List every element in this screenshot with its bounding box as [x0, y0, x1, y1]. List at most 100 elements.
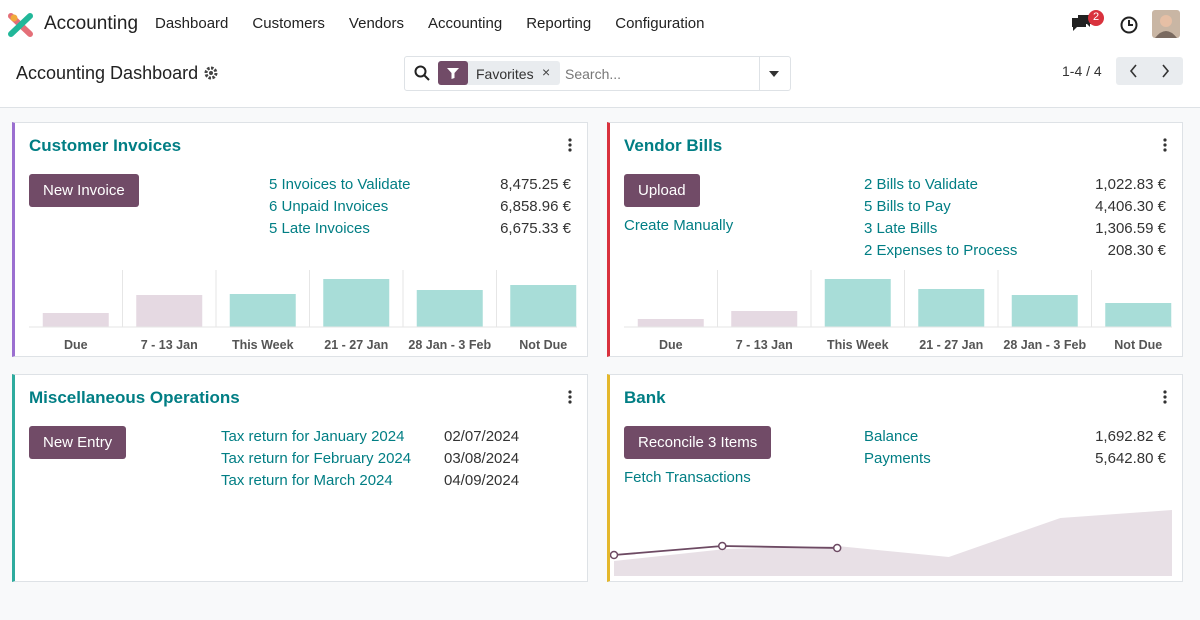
menu-item[interactable]: Vendors	[348, 15, 404, 32]
card-menu[interactable]	[1162, 390, 1168, 404]
journal-graph: Due 7 - 13 Jan This Week 21 - 27 Jan 28 Jan …	[29, 270, 577, 352]
stat-label[interactable]: Tax return for January 2024	[221, 428, 405, 445]
page-title: Accounting Dashboard	[16, 63, 199, 83]
search-icon	[414, 65, 430, 81]
stat-value: 1,306.59 €	[1095, 220, 1166, 237]
stat-label[interactable]: 2 Bills to Validate	[864, 176, 978, 193]
stat-label[interactable]: 5 Late Invoices	[269, 220, 370, 237]
bar	[42, 313, 109, 327]
stat-value: 6,675.33 €	[500, 220, 571, 237]
bar	[824, 279, 891, 327]
x-tick-label: 7 - 13 Jan	[141, 338, 198, 352]
line-point	[610, 550, 619, 560]
bar	[731, 311, 798, 327]
primary-button[interactable]: Reconcile 3 Items	[624, 426, 772, 459]
x-tick-label: Not Due	[1114, 338, 1162, 352]
dot	[1163, 395, 1167, 399]
notification-badge: 2	[1092, 11, 1100, 23]
stat-value: 1,022.83 €	[1095, 176, 1166, 193]
bar	[918, 289, 985, 327]
x-tick-label: This Week	[232, 338, 294, 352]
stat-value: 04/09/2024	[444, 472, 520, 489]
avatar[interactable]	[1152, 10, 1180, 38]
primary-button[interactable]: Upload	[624, 174, 700, 207]
stat-label[interactable]: 5 Invoices to Validate	[269, 176, 411, 193]
card-menu[interactable]	[1162, 138, 1168, 152]
x-tick-label: This Week	[827, 338, 889, 352]
x-tick-label: 7 - 13 Jan	[736, 338, 793, 352]
card-title[interactable]: Vendor Bills	[624, 136, 723, 155]
menu-item[interactable]: Configuration	[615, 15, 705, 32]
primary-button[interactable]: New Invoice	[29, 174, 139, 207]
dot	[568, 138, 572, 142]
dot	[568, 395, 572, 399]
stat-value: 4,406.30 €	[1095, 198, 1166, 215]
dot	[1163, 143, 1167, 147]
line-point	[832, 543, 842, 553]
card-title[interactable]: Miscellaneous Operations	[29, 388, 240, 407]
bar	[416, 290, 483, 327]
search-placeholder: Search...	[565, 66, 622, 82]
dot	[568, 143, 572, 147]
primary-button[interactable]: New Entry	[29, 426, 127, 459]
pager-buttons	[1116, 57, 1183, 85]
settings-icon[interactable]	[204, 66, 218, 80]
caret-icon	[769, 71, 779, 77]
stat-value: 03/08/2024	[444, 450, 520, 467]
stat-value: 5,642.80 €	[1095, 450, 1166, 467]
bar	[229, 294, 296, 327]
journal-graph	[610, 510, 1172, 576]
menu-item[interactable]: Customers	[252, 15, 325, 32]
secondary-link[interactable]: Create Manually	[624, 217, 734, 234]
stat-value: 02/07/2024	[444, 428, 520, 445]
facet-remove[interactable]: ×	[542, 64, 551, 80]
stat-label[interactable]: Tax return for March 2024	[221, 472, 393, 489]
dot	[1163, 138, 1167, 142]
card-title[interactable]: Customer Invoices	[29, 136, 182, 155]
bar	[323, 279, 390, 327]
area	[614, 510, 1172, 576]
x-tick-label: 21 - 27 Jan	[919, 338, 983, 352]
menu-item[interactable]: Dashboard	[155, 15, 229, 32]
stat-label[interactable]: Balance	[864, 428, 919, 445]
pager-value: 1-4 / 4	[1062, 63, 1102, 79]
bar	[1105, 303, 1172, 327]
menu-item[interactable]: Accounting	[427, 15, 503, 32]
journal-graph: Due 7 - 13 Jan This Week 21 - 27 Jan 28 Jan …	[624, 270, 1172, 352]
dot	[568, 400, 572, 404]
pager-arrows[interactable]	[1116, 57, 1183, 85]
bar	[136, 295, 203, 327]
dot	[1163, 400, 1167, 404]
stat-label[interactable]: 2 Expenses to Process	[864, 242, 1018, 259]
stat-label[interactable]: 5 Bills to Pay	[864, 198, 951, 215]
stat-label[interactable]: 6 Unpaid Invoices	[269, 198, 389, 215]
secondary-link[interactable]: Fetch Transactions	[624, 469, 751, 486]
dot	[568, 390, 572, 394]
journal-card: Due 7 - 13 Jan This Week 21 - 27 Jan 28 Jan …	[12, 122, 588, 357]
menu-item[interactable]: Reporting	[526, 15, 592, 32]
stat-value: 1,692.82 €	[1095, 428, 1166, 445]
app-logo	[8, 13, 33, 37]
bar	[637, 319, 704, 327]
card-menu[interactable]	[567, 138, 573, 152]
search-toggle[interactable]	[759, 57, 791, 90]
stat-label[interactable]: Tax return for February 2024	[221, 450, 412, 467]
dot	[1163, 390, 1167, 394]
stat-value: 208.30 €	[1107, 242, 1166, 259]
stat-label[interactable]: Payments	[864, 450, 931, 467]
stat-label[interactable]: 3 Late Bills	[864, 220, 938, 237]
facet-icon	[438, 61, 468, 85]
app-name: Accounting	[44, 13, 139, 34]
activity-icon[interactable]	[1119, 15, 1139, 35]
x-tick-label: 28 Jan - 3 Feb	[1003, 338, 1086, 352]
dot	[1163, 148, 1167, 152]
chat-icon[interactable]	[1070, 10, 1106, 36]
x-tick-label: 21 - 27 Jan	[324, 338, 388, 352]
card-menu[interactable]	[567, 390, 573, 404]
journal-card: Due 7 - 13 Jan This Week 21 - 27 Jan 28 Jan …	[607, 122, 1183, 357]
card-title[interactable]: Bank	[624, 388, 666, 407]
stat-value: 8,475.25 €	[500, 176, 571, 193]
menu: Dashboard Customers Vendors Accounting Repor…	[155, 15, 704, 32]
journal-card: Bank Reconcile 3 Items Fetch Transactions B…	[607, 374, 1183, 582]
